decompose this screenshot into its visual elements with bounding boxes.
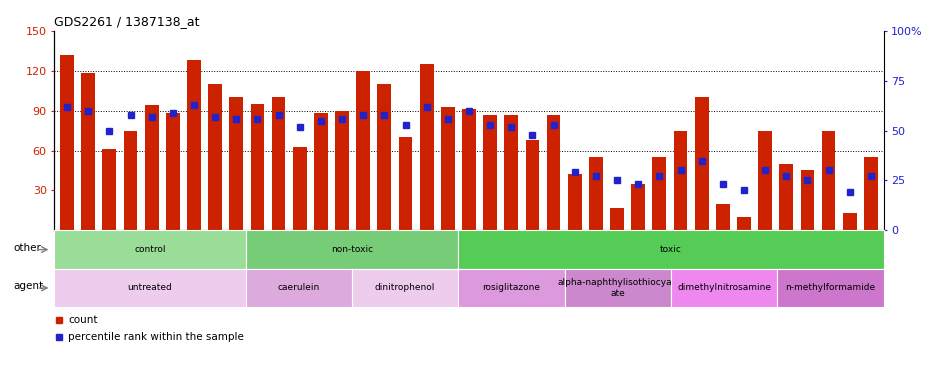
- Bar: [335, 111, 348, 230]
- Text: count: count: [68, 314, 97, 325]
- Bar: [673, 131, 687, 230]
- Text: dimethylnitrosamine: dimethylnitrosamine: [677, 283, 770, 293]
- Bar: [250, 104, 264, 230]
- Bar: [81, 73, 95, 230]
- Text: dinitrophenol: dinitrophenol: [374, 283, 435, 293]
- Bar: [799, 170, 813, 230]
- Bar: [546, 114, 560, 230]
- Bar: [589, 157, 602, 230]
- Bar: [461, 109, 475, 230]
- Bar: [102, 149, 116, 230]
- Bar: [842, 213, 856, 230]
- Text: non-toxic: non-toxic: [330, 245, 373, 254]
- Bar: [398, 137, 412, 230]
- Bar: [377, 84, 391, 230]
- Bar: [314, 113, 328, 230]
- Bar: [187, 60, 200, 230]
- Text: untreated: untreated: [127, 283, 172, 293]
- Text: GDS2261 / 1387138_at: GDS2261 / 1387138_at: [54, 15, 199, 28]
- Bar: [483, 114, 496, 230]
- Bar: [821, 131, 835, 230]
- Bar: [737, 217, 750, 230]
- Bar: [631, 184, 644, 230]
- Bar: [441, 107, 454, 230]
- Text: caerulein: caerulein: [277, 283, 320, 293]
- Bar: [271, 97, 285, 230]
- Bar: [609, 208, 623, 230]
- Bar: [715, 204, 729, 230]
- Text: rosiglitazone: rosiglitazone: [482, 283, 540, 293]
- Text: n-methylformamide: n-methylformamide: [784, 283, 874, 293]
- Bar: [124, 131, 138, 230]
- Bar: [60, 55, 74, 230]
- Text: agent: agent: [13, 281, 43, 291]
- Bar: [863, 157, 877, 230]
- Bar: [757, 131, 771, 230]
- Bar: [166, 113, 180, 230]
- Bar: [525, 140, 539, 230]
- Bar: [695, 97, 708, 230]
- Bar: [651, 157, 665, 230]
- Bar: [356, 71, 370, 230]
- Bar: [779, 164, 792, 230]
- Text: other: other: [13, 243, 41, 253]
- Bar: [504, 114, 518, 230]
- Bar: [293, 147, 306, 230]
- Bar: [419, 64, 433, 230]
- Bar: [567, 174, 581, 230]
- Bar: [145, 105, 158, 230]
- Bar: [229, 97, 242, 230]
- Bar: [208, 84, 222, 230]
- Text: control: control: [134, 245, 166, 254]
- Text: percentile rank within the sample: percentile rank within the sample: [68, 332, 244, 342]
- Text: alpha-naphthylisothiocyan
ate: alpha-naphthylisothiocyan ate: [557, 278, 678, 298]
- Text: toxic: toxic: [659, 245, 681, 254]
